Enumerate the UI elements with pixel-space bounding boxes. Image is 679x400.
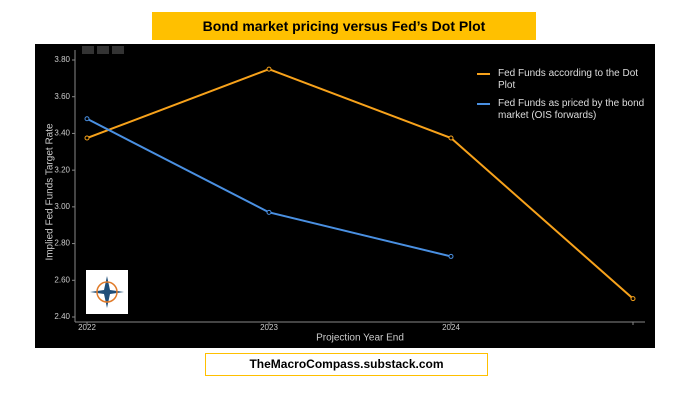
x-tick-label: 2023 [260, 323, 278, 332]
y-tick-label: 3.20 [54, 165, 70, 174]
y-tick-label: 3.80 [54, 55, 70, 64]
point [630, 296, 636, 302]
x-axis-label: Projection Year End [316, 333, 404, 344]
title: Bond market pricing versus Fed’s Dot Plo… [152, 12, 536, 40]
point [266, 209, 272, 215]
y-tick-label: 3.00 [54, 202, 70, 211]
point [448, 135, 454, 141]
x-tick-label: 2022 [78, 323, 96, 332]
point [448, 253, 454, 259]
y-tick-label: 3.60 [54, 92, 70, 101]
footer: TheMacroCompass.substack.com [205, 353, 488, 376]
chart-background [35, 44, 655, 348]
y-axis-label: Implied Fed Funds Target Rate [45, 123, 56, 261]
point [84, 135, 90, 141]
legend-label: Fed Funds according to the Dot Plot [498, 68, 639, 91]
y-tick-label: 2.40 [54, 312, 70, 321]
y-tick-label: 2.60 [54, 275, 70, 284]
series-line [86, 68, 634, 300]
logo [86, 270, 128, 314]
toolbar [82, 46, 124, 54]
y-tick-label: 2.80 [54, 239, 70, 248]
x-tick-label: 2024 [442, 323, 460, 332]
y-tick-label: 3.40 [54, 129, 70, 138]
point [84, 116, 90, 122]
legend-label: Fed Funds as priced by the bond market (… [498, 98, 645, 121]
point [266, 66, 272, 72]
